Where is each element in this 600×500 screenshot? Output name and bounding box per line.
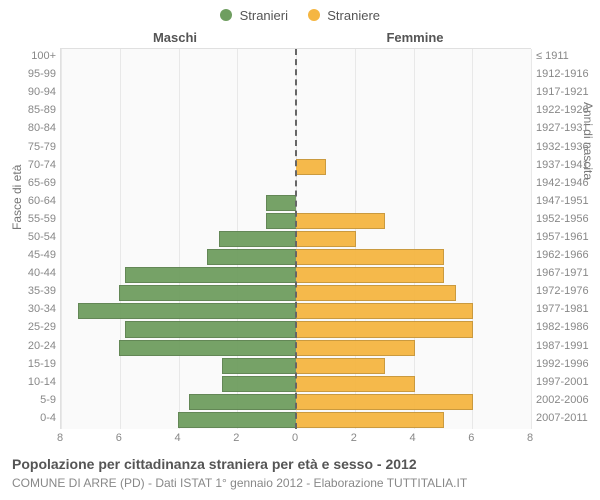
age-label: 15-19 xyxy=(6,358,56,370)
birth-year-label: 1927-1931 xyxy=(536,122,596,134)
bar-male xyxy=(207,249,296,265)
birth-year-label: 1952-1956 xyxy=(536,213,596,225)
bar-male xyxy=(219,231,296,247)
birth-year-label: 1982-1986 xyxy=(536,321,596,333)
column-header-male: Maschi xyxy=(60,30,290,45)
age-label: 100+ xyxy=(6,50,56,62)
legend-female-swatch xyxy=(308,9,320,21)
chart-subtitle: COMUNE DI ARRE (PD) - Dati ISTAT 1° genn… xyxy=(12,476,467,490)
population-pyramid-chart: Stranieri Straniere Maschi Femmine Fasce… xyxy=(0,0,600,500)
birth-year-label: 1922-1926 xyxy=(536,104,596,116)
center-line xyxy=(295,49,297,429)
bar-female xyxy=(296,213,385,229)
age-label: 90-94 xyxy=(6,86,56,98)
age-label: 10-14 xyxy=(6,376,56,388)
birth-year-label: 1962-1966 xyxy=(536,249,596,261)
age-label: 25-29 xyxy=(6,321,56,333)
legend-male-swatch xyxy=(220,9,232,21)
age-label: 45-49 xyxy=(6,249,56,261)
age-label: 55-59 xyxy=(6,213,56,225)
birth-year-label: 1947-1951 xyxy=(536,195,596,207)
x-tick-label: 2 xyxy=(226,432,246,444)
birth-year-label: 1967-1971 xyxy=(536,267,596,279)
legend-male-label: Stranieri xyxy=(240,8,288,23)
bar-male xyxy=(119,340,296,356)
x-tick-label: 8 xyxy=(50,432,70,444)
age-label: 0-4 xyxy=(6,412,56,424)
age-label: 70-74 xyxy=(6,159,56,171)
age-label: 5-9 xyxy=(6,394,56,406)
bar-female xyxy=(296,231,356,247)
legend-female-label: Straniere xyxy=(327,8,380,23)
x-tick-label: 8 xyxy=(520,432,540,444)
age-label: 30-34 xyxy=(6,303,56,315)
age-label: 75-79 xyxy=(6,141,56,153)
age-label: 95-99 xyxy=(6,68,56,80)
column-header-female: Femmine xyxy=(300,30,530,45)
bar-female xyxy=(296,321,473,337)
bar-male xyxy=(222,358,296,374)
birth-year-label: ≤ 1911 xyxy=(536,50,596,62)
gridline xyxy=(531,49,532,429)
birth-year-label: 1997-2001 xyxy=(536,376,596,388)
birth-year-label: 1912-1916 xyxy=(536,68,596,80)
bar-female xyxy=(296,249,444,265)
birth-year-label: 1972-1976 xyxy=(536,285,596,297)
x-tick-label: 6 xyxy=(461,432,481,444)
birth-year-label: 1987-1991 xyxy=(536,340,596,352)
bar-male xyxy=(266,213,296,229)
bar-male xyxy=(222,376,296,392)
x-tick-label: 4 xyxy=(168,432,188,444)
age-label: 60-64 xyxy=(6,195,56,207)
bar-female xyxy=(296,394,473,410)
legend-female: Straniere xyxy=(308,8,380,23)
x-tick-label: 2 xyxy=(344,432,364,444)
birth-year-label: 1937-1941 xyxy=(536,159,596,171)
age-label: 50-54 xyxy=(6,231,56,243)
age-label: 40-44 xyxy=(6,267,56,279)
bar-male xyxy=(178,412,297,428)
bar-male xyxy=(119,285,296,301)
bar-female xyxy=(296,340,415,356)
birth-year-label: 1942-1946 xyxy=(536,177,596,189)
bar-male xyxy=(266,195,296,211)
birth-year-label: 1932-1936 xyxy=(536,141,596,153)
bar-male xyxy=(125,267,296,283)
birth-year-label: 2007-2011 xyxy=(536,412,596,424)
plot-area xyxy=(60,48,531,429)
bar-female xyxy=(296,376,415,392)
age-label: 20-24 xyxy=(6,340,56,352)
birth-year-label: 1977-1981 xyxy=(536,303,596,315)
bar-male xyxy=(189,394,296,410)
age-label: 80-84 xyxy=(6,122,56,134)
bar-female xyxy=(296,267,444,283)
age-label: 65-69 xyxy=(6,177,56,189)
x-tick-label: 0 xyxy=(285,432,305,444)
x-tick-label: 6 xyxy=(109,432,129,444)
birth-year-label: 1917-1921 xyxy=(536,86,596,98)
x-tick-label: 4 xyxy=(403,432,423,444)
birth-year-label: 1957-1961 xyxy=(536,231,596,243)
bar-female xyxy=(296,412,444,428)
bar-female xyxy=(296,303,473,319)
birth-year-label: 2002-2006 xyxy=(536,394,596,406)
birth-year-label: 1992-1996 xyxy=(536,358,596,370)
chart-title: Popolazione per cittadinanza straniera p… xyxy=(12,456,417,472)
legend: Stranieri Straniere xyxy=(0,8,600,23)
bar-female xyxy=(296,159,326,175)
bar-female xyxy=(296,358,385,374)
bar-male xyxy=(125,321,296,337)
age-label: 35-39 xyxy=(6,285,56,297)
legend-male: Stranieri xyxy=(220,8,288,23)
bar-female xyxy=(296,285,456,301)
age-label: 85-89 xyxy=(6,104,56,116)
bar-male xyxy=(78,303,296,319)
